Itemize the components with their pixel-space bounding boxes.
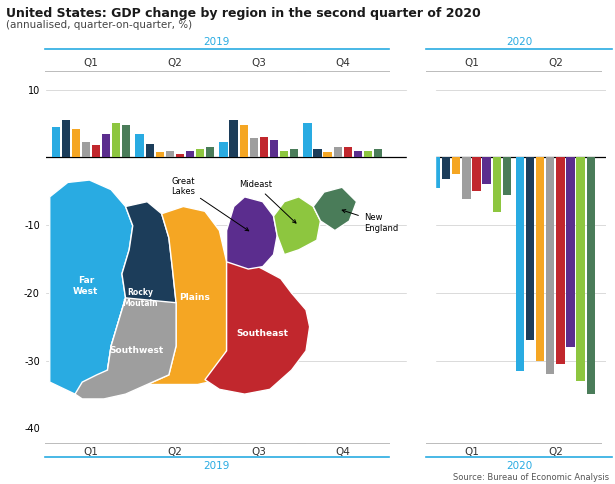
Polygon shape [75, 298, 176, 399]
Text: Source: Bureau of Economic Analysis: Source: Bureau of Economic Analysis [453, 472, 609, 482]
Text: Q1: Q1 [84, 58, 98, 68]
Text: Q1: Q1 [84, 447, 98, 457]
Bar [122, 125, 130, 157]
Text: Q2: Q2 [167, 447, 182, 457]
Bar [196, 149, 204, 157]
Bar [472, 157, 481, 191]
Polygon shape [97, 202, 176, 389]
Bar [314, 149, 322, 157]
Bar [303, 123, 312, 157]
Polygon shape [274, 197, 320, 255]
Text: Rocky
Moutain: Rocky Moutain [122, 288, 158, 308]
Text: (annualised, quarter-on-quarter, %): (annualised, quarter-on-quarter, %) [6, 20, 192, 30]
Bar [82, 142, 90, 157]
Text: Q3: Q3 [252, 447, 266, 457]
Text: Great
Lakes: Great Lakes [172, 177, 248, 231]
Bar [452, 157, 461, 174]
Bar [270, 140, 278, 157]
Bar [165, 151, 174, 157]
Bar [102, 134, 110, 157]
Text: 2020: 2020 [506, 37, 532, 47]
Bar [576, 157, 585, 381]
Text: United States: GDP change by region in the second quarter of 2020: United States: GDP change by region in t… [6, 7, 481, 20]
Text: Q1: Q1 [464, 58, 479, 68]
Bar [493, 157, 501, 212]
Bar [587, 157, 595, 394]
Bar [526, 157, 534, 340]
Text: Mideast: Mideast [239, 180, 296, 223]
Text: Q2: Q2 [167, 58, 182, 68]
Text: Q3: Q3 [252, 58, 266, 68]
Bar [229, 120, 238, 157]
Text: Q2: Q2 [548, 447, 563, 457]
Polygon shape [205, 262, 309, 394]
Text: New
England: New England [342, 210, 398, 232]
Bar [442, 157, 450, 179]
Bar [344, 147, 352, 157]
Polygon shape [226, 197, 277, 269]
Bar [92, 145, 100, 157]
Bar [407, 90, 435, 428]
Bar [374, 149, 382, 157]
Bar [280, 151, 288, 157]
Bar [557, 157, 565, 364]
Polygon shape [50, 180, 133, 394]
Bar [112, 123, 120, 157]
Bar [72, 129, 80, 157]
Bar [482, 157, 491, 184]
Bar [176, 154, 184, 157]
Bar [240, 125, 248, 157]
Bar [546, 157, 555, 374]
Text: Q4: Q4 [335, 447, 350, 457]
Text: 2019: 2019 [204, 37, 230, 47]
Polygon shape [313, 187, 357, 230]
Polygon shape [147, 207, 226, 384]
Bar [52, 127, 60, 157]
Text: Q4: Q4 [335, 58, 350, 68]
Bar [432, 157, 440, 188]
Text: Plains: Plains [179, 293, 210, 302]
Bar [566, 157, 574, 347]
Bar [323, 152, 331, 157]
Text: Southeast: Southeast [237, 330, 288, 338]
Bar [364, 151, 372, 157]
Bar [135, 134, 144, 157]
Text: Q1: Q1 [464, 447, 479, 457]
Bar [333, 147, 342, 157]
Bar [206, 147, 214, 157]
Bar [156, 152, 164, 157]
Bar [502, 157, 511, 195]
Bar [62, 120, 70, 157]
Bar [146, 144, 154, 157]
Text: 2020: 2020 [506, 461, 532, 471]
Bar [354, 151, 362, 157]
Bar [536, 157, 544, 361]
Bar [260, 137, 268, 157]
Text: Far
West: Far West [73, 276, 98, 296]
Bar [462, 157, 470, 199]
Text: Q2: Q2 [548, 58, 563, 68]
Bar [516, 157, 524, 371]
Text: 2019: 2019 [204, 461, 230, 471]
Bar [186, 151, 194, 157]
Text: Southwest: Southwest [109, 347, 164, 355]
Bar [220, 142, 228, 157]
Bar [290, 149, 298, 157]
Bar [250, 138, 258, 157]
